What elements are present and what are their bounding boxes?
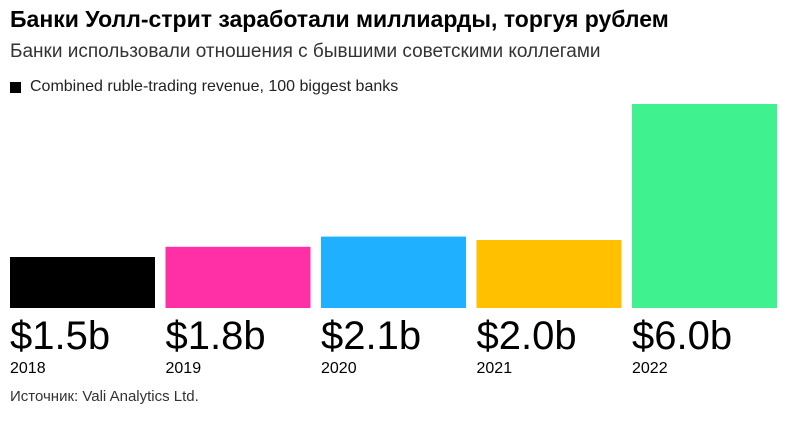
chart-subtitle: Банки использовали отношения с бывшими с… — [10, 41, 601, 62]
year-label-2019: 2019 — [166, 360, 202, 377]
value-label-2022: $6.0b — [632, 314, 732, 358]
year-label-2021: 2021 — [477, 360, 513, 377]
year-label-2022: 2022 — [632, 360, 668, 377]
bar-2020 — [321, 236, 466, 308]
value-label-2021: $2.0b — [477, 314, 577, 358]
bar-2021 — [476, 240, 622, 308]
bars-group — [10, 104, 777, 308]
value-label-2019: $1.8b — [166, 314, 266, 358]
source-note: Источник: Vali Analytics Ltd. — [10, 388, 199, 405]
value-label-2020: $2.1b — [321, 314, 421, 358]
year-label-2018: 2018 — [10, 360, 46, 377]
bar-2019 — [165, 246, 311, 308]
value-label-2018: $1.5b — [10, 314, 110, 358]
bar-2022 — [632, 104, 777, 308]
bar-2018 — [10, 257, 155, 308]
legend-label: Combined ruble-trading revenue, 100 bigg… — [30, 78, 399, 95]
chart-title: Банки Уолл-стрит заработали миллиарды, т… — [10, 6, 669, 32]
year-labels-group: 2018 2019 2020 2021 2022 — [10, 360, 668, 377]
value-labels-group: $1.5b $1.8b $2.1b $2.0b $6.0b — [10, 314, 732, 358]
legend: Combined ruble-trading revenue, 100 bigg… — [10, 78, 398, 96]
legend-swatch — [10, 81, 21, 93]
year-label-2020: 2020 — [321, 360, 357, 377]
